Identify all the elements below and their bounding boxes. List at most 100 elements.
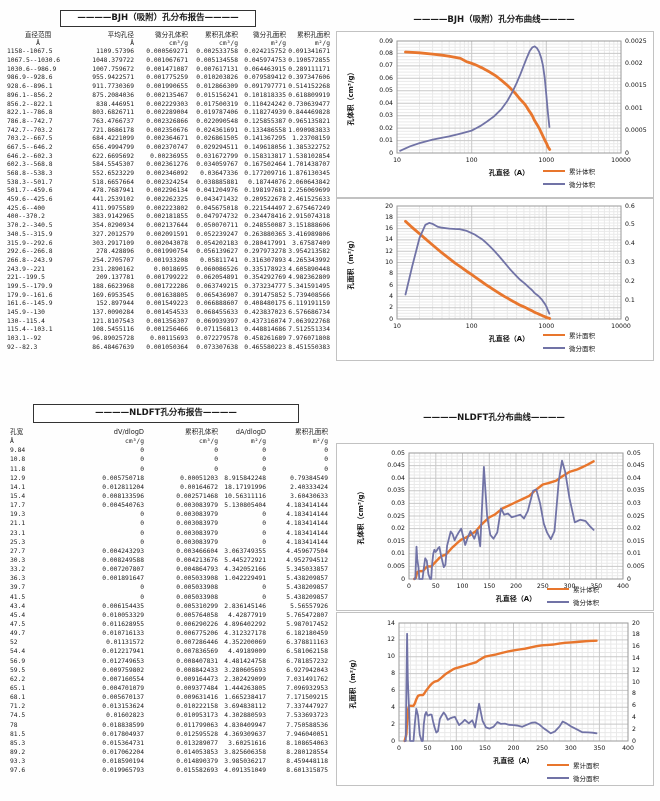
table-cell: 0.002137644 (146, 222, 188, 230)
table-cell: 0.066888607 (196, 300, 238, 308)
table-cell: 0 (262, 456, 266, 464)
table-cell: 0.001722286 (146, 282, 188, 290)
table-cell: 65.1 (10, 684, 26, 692)
legend-label: 累计面积 (569, 332, 595, 340)
table-row: 703.2--667.5 684.4221099 0.002364671 0.0268… (2, 135, 332, 144)
column-header: 平均孔径 (107, 31, 134, 39)
table-cell: 7.512551334 (288, 326, 330, 334)
table-cell: 0.280417991 (244, 239, 286, 247)
table-cell: 4.49189009 (228, 648, 266, 656)
table-cell: 622.6695692 (92, 152, 134, 160)
x-axis-tick: 400 (622, 745, 634, 752)
y-axis-tick-left: 0.08 (379, 49, 393, 57)
table-cell: 2.302429099 (224, 675, 266, 683)
table-cell: 0 (140, 529, 144, 537)
table-cell: 4.830409947 (224, 721, 266, 729)
y-axis-tick-right: 0.01 (627, 550, 641, 558)
table-cell: 1158--1067.5 (7, 48, 53, 56)
table-cell: 199.5--179.9 (7, 282, 53, 290)
legend-item: 累计面积 (543, 330, 595, 340)
table-row: 103.1--92 96.89025728 0.00115693 0.07227957… (2, 335, 332, 344)
table-cell: 0.015364731 (102, 739, 144, 747)
table-cell: 0.001256466 (146, 326, 188, 334)
legend-item: 微分体积 (543, 179, 595, 189)
y-axis-tick-right: 0.04 (627, 474, 641, 482)
table-cell: 538.3--501.7 (7, 178, 53, 186)
y-axis-tick-right: 0.2 (625, 277, 635, 285)
table-cell: 0.965135821 (288, 117, 330, 125)
table-cell: 0.000569271 (146, 48, 188, 56)
column-header: 累积孔体积 (205, 31, 238, 39)
y-axis-tick-left: 14 (385, 236, 393, 244)
table-cell: 0.071156813 (196, 326, 238, 334)
table-row: 36.3 0.001891647 0.005033908 1.042229491 5.4… (2, 574, 330, 583)
table-cell: 1.876130345 (288, 170, 330, 177)
table-cell: 0.002091591 (146, 230, 188, 238)
table-row: 822.1--786.8 803.6826711 0.002289004 0.0197… (2, 109, 332, 118)
y-axis-tick-left: 0.005 (387, 562, 405, 570)
table-row: 71.2 0.013153624 0.010222158 3.694838112 7.3… (2, 702, 330, 711)
table-cell: 1067.5--1030.6 (7, 57, 61, 65)
table-cell: 0.073307638 (196, 343, 238, 351)
table-cell: 0 (324, 456, 328, 464)
table-cell: 231.2890162 (92, 265, 134, 273)
y-axis-tick-right: 2 (632, 725, 636, 733)
table-cell: 0.026861505 (196, 135, 238, 143)
bjh-report-title: ————BJH（吸附）孔分布报告———— (60, 10, 256, 27)
x-axis-tick: 100 (450, 745, 463, 752)
table-row: 59.5 0.009759802 0.008842433 3.280605693 6.9… (2, 666, 330, 675)
y-axis-tick-right: 0.001 (625, 104, 643, 112)
table-cell: 221--199.5 (7, 274, 45, 282)
y-axis-tick-left: 0.03 (379, 112, 393, 120)
table-row: 400--370.2 383.9142965 0.002181855 0.047974… (2, 213, 332, 222)
y-axis-tick-right: 0.005 (627, 562, 645, 570)
table-cell: 89.2 (10, 748, 26, 756)
table-row: 1030.6--986.9 1007.759672 0.001471087 0.007… (2, 66, 332, 75)
y-axis-tick-left: 12 (387, 636, 395, 644)
table-cell: 0.110424242 (244, 100, 286, 108)
table-cell: 0.012595528 (176, 730, 218, 738)
table-cell: 25.3 (10, 538, 26, 546)
y-axis-tick-right: 0.03 (627, 499, 641, 507)
table-cell: 0.005764058 (176, 611, 218, 619)
table-cell: 3.985036217 (224, 758, 266, 766)
y-axis-label: 孔体积（cm³/g） (357, 487, 365, 545)
table-cell: 0.177209716 (244, 170, 286, 177)
y-axis-tick-left: 0.01 (391, 550, 405, 558)
table-cell: 0 (140, 593, 144, 601)
table-cell: 0.002361276 (146, 161, 188, 169)
x-axis-tick: 300 (564, 745, 577, 752)
table-row: 130--115.4 121.8107543 0.001356307 0.069939… (2, 318, 332, 327)
table-cell: 955.9422571 (92, 74, 134, 82)
table-cell: 0.001933208 (146, 256, 188, 264)
x-axis-tick: 300 (563, 583, 576, 590)
table-row: 1158--1067.5 1109.57396 0.000569271 0.00253… (2, 48, 332, 57)
table-row: 425.6--400 411.9975589 0.002223802 0.045675… (2, 205, 332, 214)
table-cell: 0.263880365 (244, 230, 286, 238)
table-row: 45.4 0.010053329 0.005764058 4.42877919 5.76… (2, 611, 330, 620)
bjh-volume-chart: 0 0.01 0.02 0.03 0.04 0.05 0.06 0.07 0.08 0.09 0 0.… (336, 31, 654, 198)
table-cell: 130--115.4 (7, 317, 45, 325)
table-cell: 0.002223802 (146, 204, 188, 212)
table-cell: 0.423837023 (244, 309, 286, 316)
table-cell: 0.015156241 (196, 91, 238, 99)
table-cell: 0.167502464 (244, 161, 286, 169)
column-unit: cm³/g (199, 438, 218, 446)
y-axis-tick-left: 0.035 (387, 487, 405, 495)
y-axis-tick-left: 10 (385, 259, 393, 266)
table-cell: 2.915074318 (288, 213, 330, 221)
table-row: 896.1--856.2 875.2084036 0.002135467 0.0151… (2, 92, 332, 101)
table-row: 23.1 0 0.003083979 0 4.183414144 (2, 529, 330, 538)
y-axis-tick-right: 0.1 (625, 296, 635, 304)
x-axis-tick: 350 (590, 583, 603, 590)
table-cell: 36.3 (10, 575, 26, 583)
table-row: 25.3 0 0.003083979 0 4.183414144 (2, 538, 330, 547)
table-cell: 8.280128554 (286, 748, 328, 756)
legend-line-swatch (547, 763, 569, 767)
column-header: 微分孔体积 (155, 31, 188, 39)
table-cell: 370.2--340.5 (7, 222, 53, 230)
table-cell: 7.750588536 (286, 721, 328, 729)
table-cell: 0.149618056 (244, 143, 286, 151)
table-cell: 4.091351049 (224, 767, 266, 775)
